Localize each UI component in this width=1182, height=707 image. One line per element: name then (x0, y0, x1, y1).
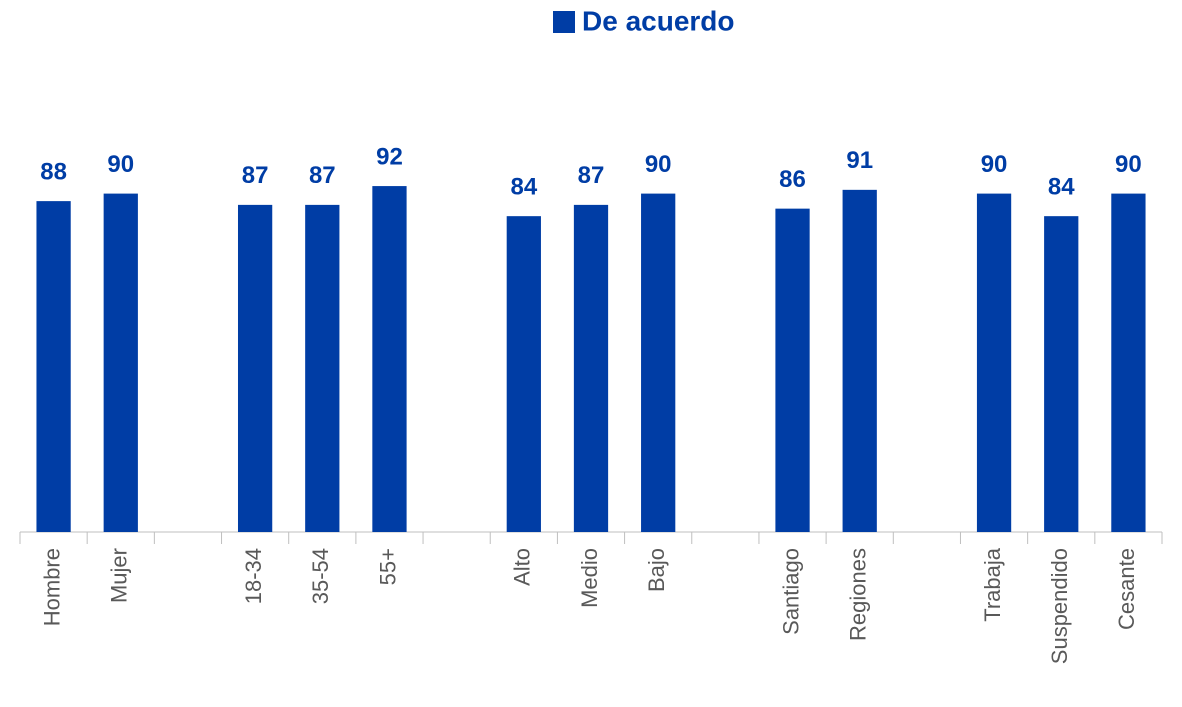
legend-label: De acuerdo (582, 5, 735, 36)
bar (237, 204, 273, 532)
x-tick-label: Cesante (1114, 548, 1139, 630)
bar (573, 204, 609, 532)
x-tick-label: Trabaja (980, 547, 1005, 622)
bar (976, 193, 1012, 532)
x-tick-label: Mujer (107, 548, 132, 603)
bar (305, 204, 340, 532)
x-tick-label: 55+ (375, 548, 400, 585)
data-label: 91 (846, 147, 873, 174)
bar (775, 208, 810, 532)
data-label: 87 (578, 162, 605, 189)
data-label: 86 (779, 166, 806, 193)
data-label: 90 (981, 151, 1008, 178)
bar (641, 193, 676, 532)
x-tick-label: 35-54 (308, 548, 333, 604)
bar (103, 193, 138, 532)
x-tick-label: Medio (577, 548, 602, 608)
bar (1044, 216, 1079, 532)
data-label: 88 (40, 158, 67, 185)
data-label: 87 (309, 162, 336, 189)
bar (372, 186, 407, 532)
x-tick-label: Bajo (644, 548, 669, 592)
x-tick-label: Suspendido (1047, 548, 1072, 664)
x-tick-label: Hombre (39, 548, 64, 626)
bar (842, 189, 877, 532)
x-tick-label: Alto (510, 548, 535, 586)
data-label: 84 (1048, 174, 1075, 201)
data-label: 87 (242, 162, 269, 189)
x-tick-label: Regiones (846, 548, 871, 641)
data-label: 92 (376, 143, 403, 170)
x-tick-label: Santiago (778, 548, 803, 635)
legend-swatch (553, 11, 575, 33)
data-label: 90 (645, 151, 672, 178)
bar (36, 201, 71, 532)
bar (1111, 193, 1146, 532)
data-label: 90 (1115, 151, 1142, 178)
x-tick-label: 18-34 (241, 548, 266, 604)
data-label: 90 (107, 151, 134, 178)
bar (506, 216, 541, 532)
data-label: 84 (510, 174, 537, 201)
